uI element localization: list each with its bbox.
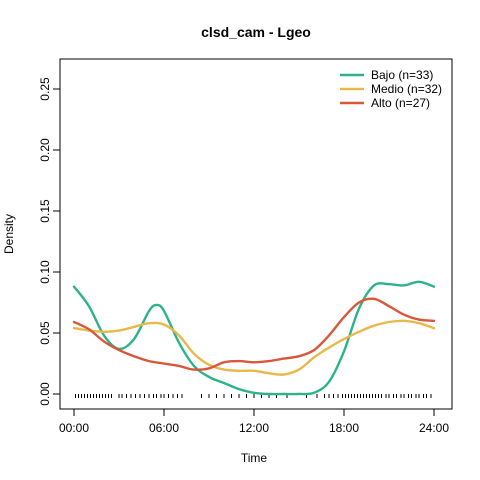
series-line-medio: [72, 319, 436, 376]
series-line-bajo: [72, 280, 436, 396]
y-tick-label: 0.05: [38, 321, 52, 345]
series-line-alto: [72, 297, 436, 371]
y-axis-label: Density: [2, 214, 16, 254]
y-tick-label: 0.00: [38, 382, 52, 406]
y-tick-label: 0.15: [38, 199, 52, 223]
y-axis: 0.00 0.05 0.10 0.15 0.20 0.25: [38, 77, 61, 406]
y-tick-label: 0.25: [38, 77, 52, 101]
y-tick-label: 0.20: [38, 138, 52, 162]
y-tick-label: 0.10: [38, 260, 52, 284]
x-tick-label: 06:00: [149, 421, 179, 435]
x-axis-label: Time: [241, 451, 268, 465]
legend-label-alto: Alto (n=27): [371, 96, 430, 110]
x-axis: 00:00 06:00 12:00 18:00 24:00: [59, 408, 449, 435]
x-tick-label: 12:00: [239, 421, 269, 435]
x-tick-label: 24:00: [419, 421, 449, 435]
chart-title: clsd_cam - Lgeo: [201, 24, 311, 40]
legend: Bajo (n=33)Medio (n=32)Alto (n=27): [340, 68, 442, 110]
plot-frame: [59, 58, 453, 410]
rug-marks: [75, 394, 432, 398]
legend-label-bajo: Bajo (n=33): [371, 68, 433, 82]
x-tick-label: 00:00: [59, 421, 89, 435]
legend-label-medio: Medio (n=32): [371, 82, 442, 96]
density-curves: [72, 280, 436, 396]
x-tick-label: 18:00: [329, 421, 359, 435]
